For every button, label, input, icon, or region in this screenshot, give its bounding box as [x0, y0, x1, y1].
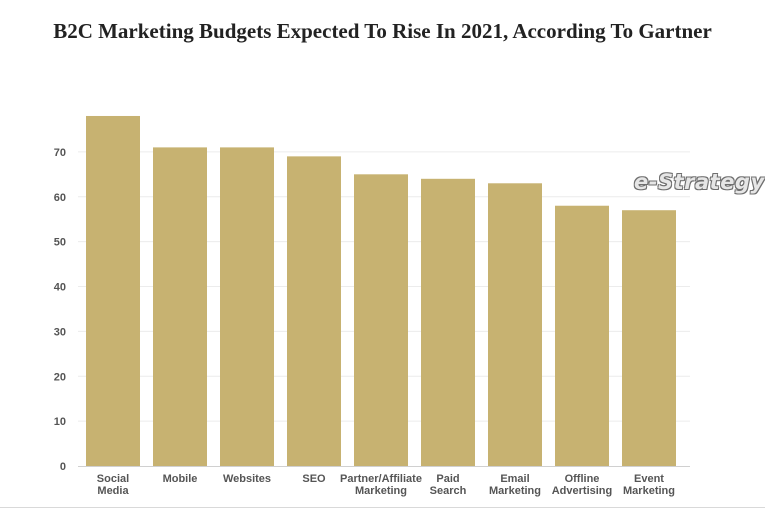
x-tick-label: Websites	[223, 473, 271, 485]
bar	[622, 210, 676, 466]
bar	[220, 147, 274, 466]
bar	[555, 205, 609, 466]
bar	[354, 174, 408, 466]
y-tick-label: 60	[54, 192, 66, 204]
y-tick-label: 0	[60, 461, 66, 473]
chart-title: B2C Marketing Budgets Expected To Rise I…	[53, 19, 712, 43]
y-tick-label: 10	[54, 416, 66, 428]
x-tick-label: Offline Advertising	[552, 473, 613, 497]
x-tick-label: SEO	[302, 473, 326, 485]
y-tick-label: 30	[54, 326, 66, 338]
x-tick-label: Event Marketing	[623, 473, 675, 497]
x-tick-label: Social Media	[97, 473, 130, 497]
y-axis-ticks: 0 10 20 30 40 50 60 70	[54, 147, 66, 473]
y-tick-label: 50	[54, 237, 66, 249]
y-tick-label: 70	[54, 147, 66, 159]
bars	[86, 115, 676, 467]
bar	[488, 183, 542, 466]
x-axis-ticks: Social Media Mobile Websites SEO Partner/Affi…	[97, 473, 675, 497]
x-tick-label: Paid Search	[430, 473, 467, 497]
x-tick-label: Partner/Affiliate Marketing	[340, 473, 422, 497]
bar	[153, 147, 207, 466]
bar	[287, 156, 341, 467]
y-tick-label: 20	[54, 371, 66, 383]
x-tick-label: Mobile	[163, 473, 198, 485]
x-tick-label: Email Marketing	[489, 473, 541, 497]
bar	[421, 178, 475, 467]
bar	[86, 115, 140, 466]
y-tick-label: 40	[54, 282, 66, 294]
watermark-logo: e-Strategy	[634, 170, 765, 194]
bottom-divider	[0, 507, 765, 508]
